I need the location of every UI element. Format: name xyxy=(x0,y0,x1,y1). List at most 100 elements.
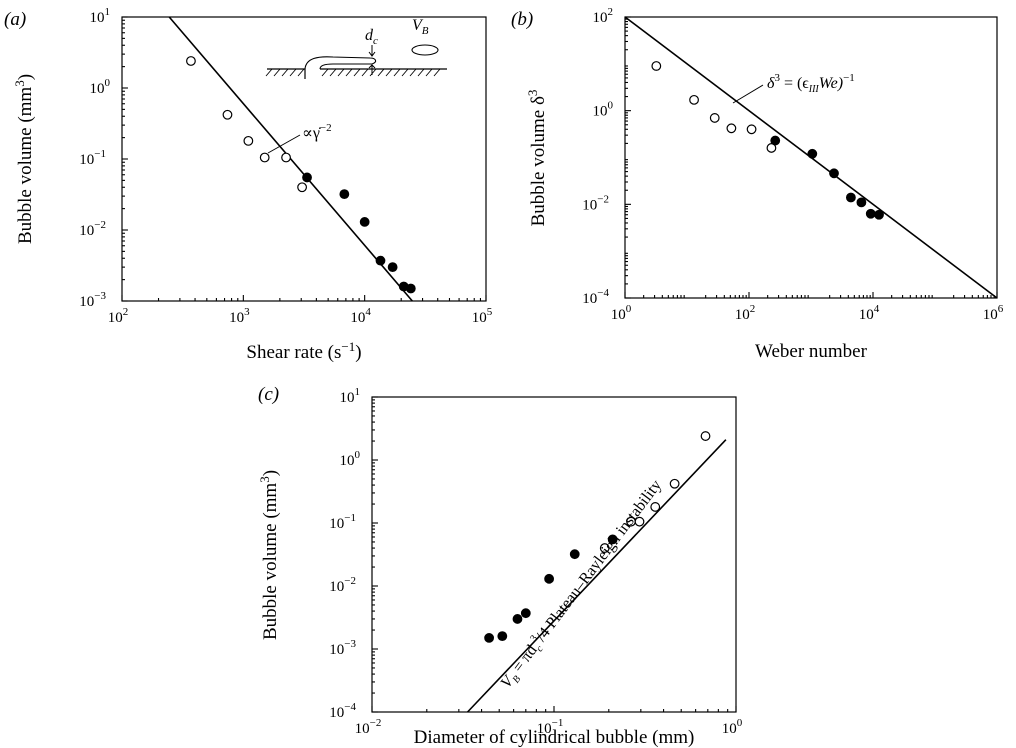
fit-annotation-c: VB = πdc3/4 Plateau–Rayleigh instability xyxy=(496,476,667,694)
open-marker-a xyxy=(222,109,233,120)
open-marker-c xyxy=(669,478,680,489)
filled-marker-b xyxy=(807,148,818,159)
fit-line-c xyxy=(466,439,727,713)
x-tick-label-c: 10−1 xyxy=(537,717,564,737)
y-tick-label-c: 10−4 xyxy=(329,701,356,721)
ticks-b: 100 102 104 106 10−4 10−2 100 102 xyxy=(582,6,1003,323)
open-marker-a xyxy=(243,135,254,146)
ticks-c: 10−2 10−1 100 10−4 10−3 10−2 10−1 100 101 xyxy=(329,386,742,737)
open-marker-a xyxy=(297,182,307,193)
slope-annotation-a: ∝γ̇−2 xyxy=(302,122,332,142)
open-marker-a xyxy=(259,152,270,163)
x-axis-title-b: Weber number xyxy=(755,341,868,362)
fit-line-c xyxy=(466,439,727,713)
filled-marker-a xyxy=(375,255,386,266)
open-marker-a xyxy=(186,56,196,66)
filled-marker-b xyxy=(845,192,856,203)
x-tick-label-c: 100 xyxy=(722,717,743,737)
x-axis-title-c: Diameter of cylindrical bubble (mm) xyxy=(414,727,695,748)
filled-marker-c xyxy=(497,631,508,642)
y-tick-label-a: 100 xyxy=(90,77,111,97)
open-marker-b xyxy=(726,123,737,134)
x-tick-label-b: 102 xyxy=(735,303,756,323)
y-tick-label-b: 10−2 xyxy=(582,193,609,213)
open-marker-a xyxy=(281,152,291,163)
filled-marker-b xyxy=(856,197,867,208)
inset-hatching xyxy=(265,68,441,77)
open-marker-c xyxy=(634,516,645,527)
panel-b: (b) 100 102 104 106 10−4 10−2 100 102 δ3 = (ϵII… xyxy=(511,6,1004,362)
data-points-a xyxy=(186,56,416,294)
plot-area-c xyxy=(371,396,737,713)
y-axis-title-b: Bubble volume δ3 xyxy=(525,90,549,227)
x-tick-label-a: 104 xyxy=(350,306,371,326)
inset-cylindrical-bubble xyxy=(304,56,377,70)
x-tick-label-b: 106 xyxy=(983,303,1004,323)
y-tick-label-b: 100 xyxy=(593,100,614,120)
x-tick-label-b: 100 xyxy=(611,303,632,323)
panel-c: (c) 10−2 10−1 100 10−4 10−3 10−2 10−1 100 101 VB… xyxy=(257,384,743,748)
filled-marker-c xyxy=(520,608,531,619)
y-axis-title-c: Bubble volume (mm3) xyxy=(257,470,281,640)
panel-label-c: (c) xyxy=(258,384,279,405)
open-marker-b xyxy=(689,94,699,105)
filled-marker-c xyxy=(544,573,555,584)
filled-marker-b xyxy=(874,209,884,220)
y-tick-label-c: 10−2 xyxy=(329,575,356,595)
panel-label-a: (a) xyxy=(4,9,26,30)
plot-area-a xyxy=(121,16,487,302)
inset-label-vb: VB xyxy=(412,17,429,37)
inset-schematic: dc VB xyxy=(265,17,447,79)
filled-marker-a xyxy=(405,283,416,294)
filled-marker-b xyxy=(770,135,781,146)
fit-annotation-b: δ3 = (ϵIIIWe)−1 xyxy=(767,72,855,95)
x-tick-label-c: 10−2 xyxy=(355,717,382,737)
filled-marker-c xyxy=(569,549,580,560)
y-tick-label-c: 10−3 xyxy=(329,638,356,658)
filled-marker-a xyxy=(302,172,312,183)
y-tick-label-a: 10−3 xyxy=(79,290,106,310)
panel-a: (a) 102 103 104 105 10−3 10−2 10−1 100 101 dc VB… xyxy=(4,6,493,363)
open-marker-c xyxy=(700,431,711,441)
x-axis-title-a: Shear rate (s−1) xyxy=(246,339,361,363)
filled-marker-c xyxy=(607,534,618,545)
open-marker-c xyxy=(599,543,610,553)
y-tick-label-b: 102 xyxy=(593,6,614,26)
filled-marker-b xyxy=(865,208,876,219)
panel-label-b: (b) xyxy=(511,9,533,30)
ticks-a: 102 103 104 105 10−3 10−2 10−1 100 101 xyxy=(79,6,492,326)
open-marker-b xyxy=(766,143,777,153)
y-tick-label-a: 101 xyxy=(90,6,111,26)
x-tick-label-a: 103 xyxy=(229,306,250,326)
y-tick-label-c: 101 xyxy=(340,386,361,406)
inset-detached-bubble xyxy=(411,44,439,56)
y-axis-title-a: Bubble volume (mm3) xyxy=(12,74,36,244)
x-tick-label-a: 105 xyxy=(472,306,493,326)
y-tick-label-c: 100 xyxy=(340,449,361,469)
filled-marker-b xyxy=(829,168,839,179)
filled-marker-a xyxy=(339,189,350,200)
plot-area-b xyxy=(624,16,998,299)
slope-leader-a xyxy=(267,134,301,154)
filled-marker-c xyxy=(512,614,523,624)
x-tick-label-a: 102 xyxy=(108,306,129,326)
data-points-b xyxy=(651,61,884,220)
open-marker-b xyxy=(746,124,757,135)
filled-marker-c xyxy=(484,633,495,643)
open-marker-b xyxy=(709,113,720,123)
x-tick-label-b: 104 xyxy=(859,303,880,323)
filled-marker-a xyxy=(359,217,370,227)
y-tick-label-a: 10−2 xyxy=(79,219,106,239)
data-points-c xyxy=(484,431,711,643)
fit-line-a xyxy=(168,16,413,302)
fit-line-a xyxy=(168,16,413,302)
open-marker-c xyxy=(650,502,661,512)
fit-leader-b xyxy=(732,84,764,104)
inset-diameter-arrows xyxy=(368,45,376,75)
y-tick-label-b: 10−4 xyxy=(582,287,609,307)
y-tick-label-a: 10−1 xyxy=(79,148,106,168)
inset-label-dc: dc xyxy=(365,27,378,47)
filled-marker-a xyxy=(387,262,398,273)
y-tick-label-c: 10−1 xyxy=(329,512,356,532)
